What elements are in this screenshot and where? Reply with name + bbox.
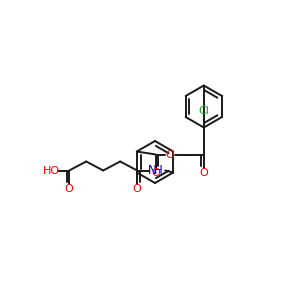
Text: O: O <box>165 149 174 160</box>
Text: Cl: Cl <box>198 106 209 116</box>
Text: O: O <box>200 169 208 178</box>
Text: N: N <box>148 164 157 177</box>
Text: H: H <box>154 164 163 177</box>
Text: O: O <box>65 184 74 194</box>
Text: O: O <box>133 184 142 194</box>
Text: HO: HO <box>43 166 60 176</box>
Text: O: O <box>152 169 160 178</box>
